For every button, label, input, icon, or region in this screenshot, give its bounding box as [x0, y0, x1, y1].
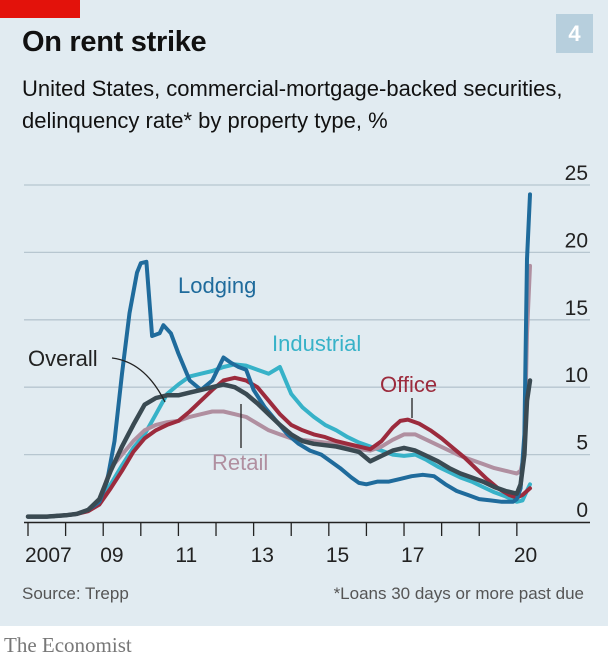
- y-tick-label: 20: [565, 229, 588, 252]
- chart-number-badge: 4: [556, 14, 593, 53]
- x-tick-label: 17: [401, 544, 424, 567]
- y-tick-label: 25: [565, 162, 588, 185]
- chart-title: On rent strike: [22, 26, 207, 58]
- x-tick-label: 11: [175, 544, 197, 567]
- chart-subtitle: United States, commercial-mortgage-backe…: [22, 76, 563, 133]
- label-industrial: Industrial: [272, 331, 361, 356]
- economist-logo-text: The Economist: [4, 633, 132, 657]
- brand-red-tag: [0, 0, 80, 18]
- source-note: Source: Trepp: [22, 584, 129, 603]
- x-tick-label: 13: [251, 544, 274, 567]
- footnote: *Loans 30 days or more past due: [333, 584, 584, 603]
- series-line-retail: [26, 263, 532, 519]
- label-lodging: Lodging: [178, 273, 256, 298]
- y-tick-label: 10: [565, 364, 588, 387]
- series-line-office: [26, 375, 532, 519]
- chart-panel: [0, 0, 608, 626]
- label-office: Office: [380, 372, 437, 397]
- overall-leader-line: [111, 357, 166, 403]
- x-tick-label: 2007: [25, 544, 72, 567]
- y-tick-label: 5: [576, 432, 588, 455]
- label-retail: Retail: [212, 450, 268, 475]
- series-line-overall: [25, 378, 533, 519]
- x-tick-label: 09: [100, 544, 123, 567]
- x-tick-label: 20: [514, 544, 537, 567]
- series-line-industrial: [26, 362, 532, 519]
- y-tick-label: 0: [576, 499, 588, 522]
- x-tick-label: 15: [326, 544, 349, 567]
- y-tick-label: 15: [565, 297, 588, 320]
- line-chart: 0 5 10 15 20 25 2007 09 11 13 15 17 20 Lodging Industr…: [24, 162, 590, 567]
- label-overall: Overall: [28, 346, 98, 371]
